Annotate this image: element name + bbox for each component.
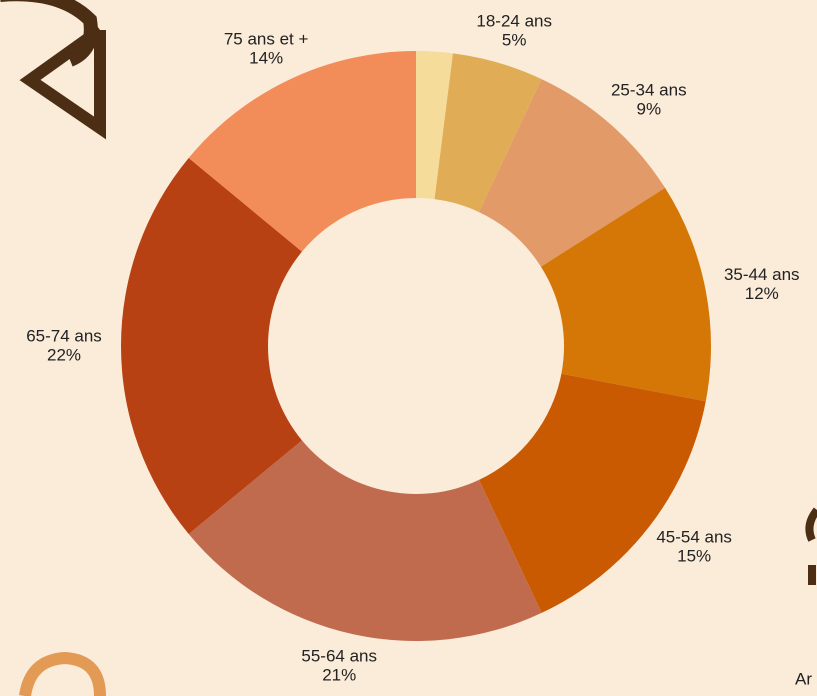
- decoration: [805, 507, 817, 585]
- note: Ar: [795, 669, 812, 688]
- slice: [188, 440, 542, 641]
- value-label: 12%: [745, 284, 779, 303]
- slice: [540, 187, 711, 402]
- slice-label: 75 ans et +: [224, 30, 309, 49]
- slice: [416, 51, 453, 200]
- value-label: 14%: [249, 49, 283, 68]
- slice: [188, 51, 416, 252]
- slice-label: 18-24 ans: [476, 12, 552, 31]
- slice-label: 65-74 ans: [26, 326, 102, 345]
- slice-label: 55-64 ans: [301, 647, 377, 666]
- value-label: 22%: [47, 345, 81, 364]
- decoration: [19, 651, 106, 696]
- value-label: 9%: [636, 99, 661, 118]
- slice: [434, 53, 542, 213]
- slice-label: 45-54 ans: [656, 528, 732, 547]
- decoration: [0, 0, 98, 67]
- slice-label: 35-44 ans: [724, 265, 800, 284]
- value-label: 15%: [677, 547, 711, 566]
- value-label: 5%: [502, 31, 527, 50]
- value-label: 21%: [322, 666, 356, 685]
- decoration: [19, 25, 106, 140]
- slice: [479, 373, 706, 613]
- slice-label: 25-34 ans: [611, 80, 687, 99]
- slice: [479, 79, 666, 267]
- slice: [120, 157, 302, 535]
